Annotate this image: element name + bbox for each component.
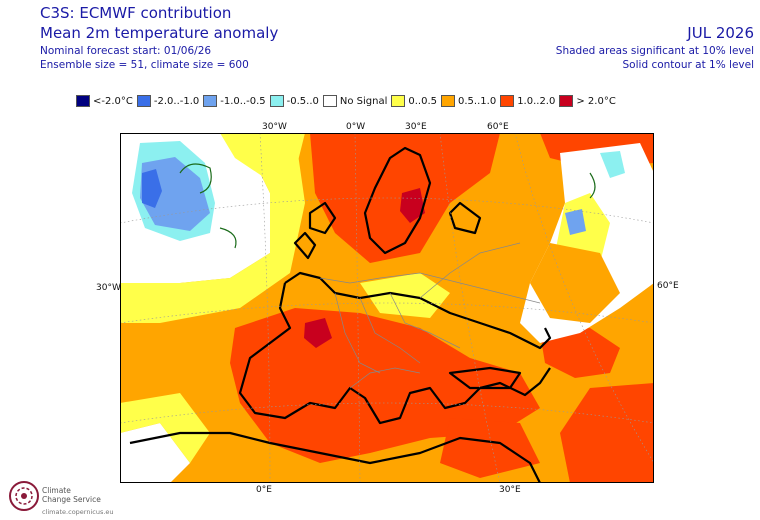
map-frame [120,133,654,483]
very-warm-france [304,318,332,348]
legend-swatch [500,95,515,107]
legend-item: <-2.0°C [76,94,133,108]
no-signal-southwest [120,423,190,483]
legend-swatch [203,95,218,107]
legend-label: No Signal [339,95,388,107]
cold-patch-russia-blue [565,209,586,235]
tick-top-30w: 30°W [262,122,287,132]
valid-month: JUL 2026 [687,24,754,42]
tick-bottom-0e: 0°E [256,485,272,495]
ensemble-size-text: Ensemble size = 51, climate size = 600 [40,59,249,71]
tick-bottom-30e: 30°E [499,485,521,495]
legend-item: -0.5..0 [269,94,319,108]
logo-text-service: Change Service [42,495,101,504]
weak-warm-north [220,133,305,178]
legend-label: > 2.0°C [576,95,616,107]
country-borders [319,242,541,389]
tick-top-0w: 0°W [346,122,366,132]
tick-top-60e: 60°E [487,122,509,132]
legend-label: -0.5..0 [286,95,319,107]
legend-swatch [136,95,151,107]
legend-label: <-2.0°C [93,95,133,107]
legend-label: 1.0..2.0 [517,95,556,107]
title-line-1: C3S: ECMWF contribution [40,4,232,22]
weak-warm-atlantic [120,133,305,323]
legend-item: 0..0.5 [391,94,437,108]
legend-item: No Signal [322,94,388,108]
legend-label: 0.5..1.0 [458,95,497,107]
legend-item: 1.0..2.0 [500,94,555,108]
legend-item: 0.5..1.0 [441,94,496,108]
tick-left-30w: 30°W [96,283,121,293]
legend-item: > 2.0°C [559,94,616,108]
weak-warm-southwest [120,393,210,463]
legend-label: -2.0..-1.0 [153,95,200,107]
legend-item: -2.0..-1.0 [136,94,200,108]
title-line-2: Mean 2m temperature anomaly [40,24,279,42]
logo-text-climate: Climate [42,486,71,495]
cold-patch-blue [142,169,162,208]
graticule [120,133,654,483]
legend-swatch [391,95,406,107]
anomaly-map [120,133,654,483]
significance-contours [179,163,596,249]
logo-url[interactable]: climate.copernicus.eu [42,508,114,516]
significance-note: Shaded areas significant at 10% level [555,45,754,57]
cold-patch-russia-cyan [600,151,625,178]
orange-caucasus [530,243,620,323]
forecast-start-text: Nominal forecast start: 01/06/26 [40,45,212,57]
legend-swatch [441,95,456,107]
legend-swatch [76,95,90,107]
legend-label: 0..0.5 [408,95,438,107]
legend-item: -1.0..-0.5 [203,94,266,108]
copernicus-logo [9,481,39,511]
warm-north-africa-east [440,418,540,478]
legend-swatch [322,95,337,107]
warm-anatolia [540,328,620,378]
warm-arabia [560,383,654,483]
very-warm-scandinavia [400,188,425,223]
color-legend: <-2.0°C -2.0..-1.0 -1.0..-0.5 -0.5..0 No Sig… [76,94,620,108]
tick-right-60e: 60°E [657,281,679,291]
contour-note: Solid contour at 1% level [622,59,754,71]
tick-top-30e: 30°E [405,122,427,132]
legend-label: -1.0..-0.5 [220,95,266,107]
legend-swatch [269,95,284,107]
legend-swatch [559,95,574,107]
